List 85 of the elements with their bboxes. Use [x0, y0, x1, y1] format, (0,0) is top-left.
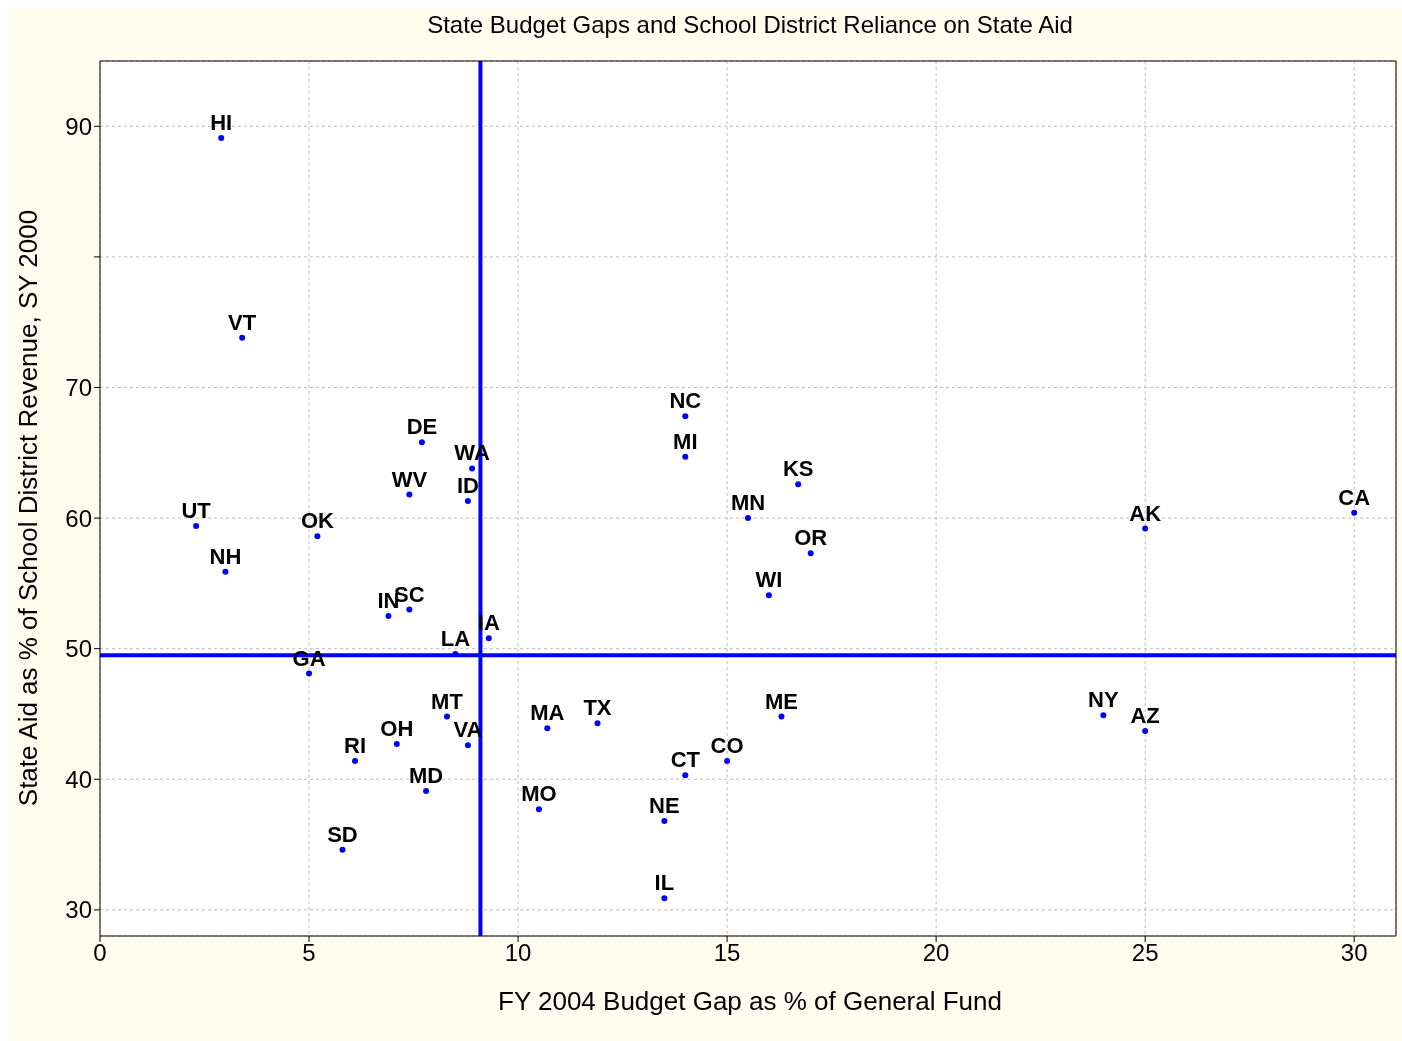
annotation: MD: [408, 763, 444, 789]
annotation: NC: [669, 388, 702, 414]
annotation: OH: [380, 716, 414, 742]
annotation: ID: [456, 473, 479, 499]
x-tick-label: 25: [1131, 939, 1159, 967]
annotation: OR: [794, 525, 828, 551]
annotation: AK: [1129, 500, 1162, 526]
point: [222, 568, 229, 575]
annotation: MI: [673, 428, 698, 454]
y-tick-label: 40: [65, 765, 92, 793]
annotation: SD: [327, 821, 358, 847]
point: [661, 895, 668, 902]
annotation: WV: [391, 466, 428, 492]
annotation: MO: [521, 781, 557, 807]
annotation: CO: [710, 733, 744, 758]
point: [661, 818, 668, 825]
point: [239, 334, 246, 341]
annotation: VT: [228, 309, 257, 335]
annotation: LA: [440, 625, 471, 651]
point: [544, 725, 551, 732]
annotation: CT: [670, 747, 701, 773]
x-axis-title: FY 2004 Budget Gap as % of General Fund: [497, 986, 1003, 1017]
point: [682, 772, 689, 779]
annotation: MN: [730, 490, 766, 516]
y-tick-label: 50: [65, 635, 92, 663]
annotation: OK: [300, 508, 335, 534]
annotation: CA: [1338, 484, 1371, 510]
point: [406, 606, 413, 613]
annotation: AZ: [1130, 702, 1160, 728]
point: [1142, 525, 1149, 532]
point: [352, 758, 359, 764]
point: [385, 613, 392, 620]
annotation: NY: [1088, 687, 1119, 713]
y-tick-label: 30: [65, 896, 92, 924]
y-axis-title: State Aid as % of School District Revenue, SY 2000: [12, 209, 44, 807]
x-tick-label: 30: [1340, 939, 1368, 967]
annotation: MA: [530, 700, 565, 726]
point: [724, 758, 731, 764]
point: [682, 453, 689, 460]
annotation: RI: [344, 733, 367, 758]
point: [807, 550, 814, 557]
x-tick-label: 15: [713, 939, 741, 967]
point: [443, 713, 450, 720]
annotation: NH: [209, 543, 242, 569]
x-tick-label: 5: [302, 939, 316, 967]
point: [469, 465, 476, 472]
point: [306, 670, 313, 677]
point: [795, 481, 802, 488]
point: [535, 806, 542, 813]
annotation: IL: [654, 870, 675, 896]
y-tick-label: 90: [65, 112, 92, 140]
point: [594, 720, 601, 727]
y-tick-label: 70: [65, 374, 92, 402]
point: [406, 491, 413, 498]
point: [423, 788, 430, 795]
annotation: KS: [782, 456, 814, 482]
chart-title: State Budget Gaps and School District Reliance on State Aid: [426, 10, 1074, 40]
point: [339, 846, 346, 853]
y-tick-label: 60: [65, 504, 92, 532]
annotation: TX: [583, 695, 612, 721]
point: [745, 515, 751, 522]
point: [485, 635, 492, 642]
point: [464, 742, 471, 749]
annotation: DE: [406, 414, 438, 440]
point: [778, 713, 785, 720]
x-tick-label: 20: [922, 939, 950, 967]
annotation: NE: [649, 793, 680, 819]
point: [314, 533, 321, 540]
point: [418, 439, 425, 446]
annotation: MT: [431, 688, 464, 714]
point: [1100, 712, 1107, 719]
point: [464, 498, 471, 505]
point: [193, 522, 200, 529]
annotation: UT: [181, 497, 212, 523]
x-tick-label: 0: [93, 939, 107, 967]
annotation: HI: [210, 110, 233, 136]
point: [218, 135, 225, 142]
point: [765, 592, 772, 599]
annotation: WI: [755, 567, 783, 593]
point: [682, 413, 689, 420]
point: [393, 741, 400, 748]
point: [1142, 727, 1149, 734]
point: [1351, 509, 1358, 516]
annotation: ME: [764, 688, 798, 714]
x-tick-label: 10: [504, 939, 532, 967]
